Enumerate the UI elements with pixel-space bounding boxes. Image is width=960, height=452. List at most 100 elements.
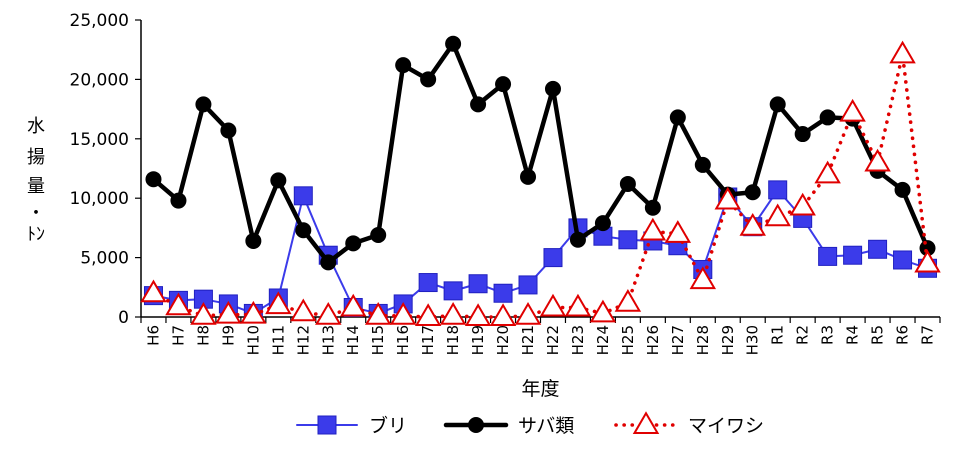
- data-point: [339, 293, 367, 317]
- x-tick-label: H18: [444, 325, 462, 355]
- data-point: [694, 156, 711, 173]
- data-point: [789, 192, 816, 216]
- x-tick-label: R6: [894, 325, 912, 345]
- y-tick-label: 0: [118, 308, 129, 328]
- data-point: [165, 292, 192, 316]
- data-point: [389, 302, 417, 325]
- data-point: [270, 172, 287, 189]
- x-tick-label: H25: [619, 325, 637, 355]
- data-point: [317, 415, 337, 435]
- x-tick-label: H24: [594, 325, 612, 355]
- data-point: [814, 160, 841, 184]
- x-tick-label: H10: [244, 325, 262, 355]
- y-axis-label-char: ・: [27, 203, 45, 224]
- x-tick-label: R2: [794, 325, 812, 345]
- x-tick-label: R1: [769, 325, 787, 345]
- data-point: [569, 231, 586, 248]
- y-axis-ticks: 0 5,000 10,000 15,000 20,000 25,000: [70, 11, 141, 328]
- data-point: [868, 239, 888, 259]
- data-point: [443, 281, 463, 301]
- data-point: [594, 215, 611, 232]
- data-point: [839, 98, 866, 122]
- x-tick-label: H22: [544, 325, 562, 355]
- x-tick-label: H30: [744, 325, 762, 355]
- x-tick-label: H11: [269, 325, 287, 355]
- data-point: [544, 80, 561, 97]
- y-axis-label-char: 揚: [27, 147, 45, 168]
- data-point: [589, 299, 617, 323]
- legend-item-1: ブリ: [296, 414, 407, 437]
- y-tick-label: 5,000: [80, 249, 129, 269]
- series-2: [145, 35, 936, 271]
- data-point: [664, 220, 692, 243]
- data-point: [464, 303, 492, 326]
- y-axis-label-char: 量: [27, 176, 45, 197]
- x-axis-label: 年度: [521, 378, 559, 400]
- data-point: [320, 254, 337, 271]
- y-axis-label-char: ﾄﾝ: [27, 224, 45, 245]
- data-point: [364, 302, 392, 325]
- y-tick-label: 20,000: [70, 70, 129, 90]
- legend: ブリ サバ類 マイワシ: [296, 411, 764, 437]
- y-tick-label: 10,000: [70, 189, 129, 209]
- data-point: [632, 411, 660, 434]
- data-point: [819, 109, 836, 126]
- data-point: [145, 171, 162, 188]
- x-tick-label: H21: [519, 325, 537, 355]
- data-point: [843, 245, 863, 265]
- x-tick-label: H26: [644, 325, 662, 355]
- x-tick-label: H8: [194, 325, 212, 346]
- data-point: [395, 57, 412, 74]
- data-point: [468, 417, 484, 433]
- data-point: [564, 293, 592, 317]
- x-tick-label: R3: [819, 325, 837, 345]
- data-point: [240, 300, 267, 324]
- series-group: [140, 35, 941, 326]
- y-axis-label: 水揚量・ﾄﾝ: [27, 116, 45, 245]
- data-point: [864, 148, 891, 172]
- x-tick-label: H28: [694, 325, 712, 355]
- data-point: [345, 235, 362, 252]
- data-point: [639, 217, 667, 241]
- data-point: [439, 302, 467, 325]
- data-point: [414, 303, 442, 326]
- x-tick-label: H12: [294, 325, 312, 355]
- data-point: [470, 96, 487, 113]
- x-tick-label: H13: [319, 325, 337, 355]
- legend-item-3: マイワシ: [614, 411, 764, 437]
- data-point: [495, 76, 512, 93]
- legend-label: マイワシ: [688, 415, 764, 437]
- data-point: [293, 186, 313, 206]
- x-tick-label: H27: [669, 325, 687, 355]
- data-point: [794, 126, 811, 143]
- legend-label: ブリ: [369, 414, 407, 437]
- x-tick-label: R4: [844, 325, 862, 345]
- data-point: [520, 168, 537, 185]
- data-point: [420, 71, 437, 88]
- x-tick-label: R7: [919, 325, 937, 345]
- data-point: [220, 122, 237, 139]
- data-point: [919, 240, 936, 257]
- y-axis-label-char: 水: [27, 116, 45, 137]
- data-point: [768, 180, 788, 200]
- data-point: [614, 288, 642, 312]
- data-point: [893, 250, 913, 270]
- x-tick-label: H9: [219, 325, 237, 346]
- data-point: [190, 302, 217, 325]
- data-point: [265, 291, 292, 315]
- x-axis-ticks: H6 H7 H8 H9 H10 H11 H12 H13 H14 H15 H16 H17 H18 H19 H2…: [140, 317, 941, 355]
- legend-label: サバ類: [518, 415, 574, 437]
- data-point: [889, 40, 916, 64]
- data-point: [468, 274, 488, 294]
- legend-item-2: サバ類: [443, 415, 574, 437]
- x-tick-label: H20: [494, 325, 512, 355]
- data-point: [764, 203, 791, 227]
- data-point: [290, 298, 317, 322]
- y-tick-label: 15,000: [70, 130, 129, 150]
- data-point: [315, 302, 342, 325]
- data-point: [769, 96, 786, 113]
- data-point: [489, 303, 517, 326]
- data-point: [245, 232, 262, 249]
- data-point: [644, 199, 661, 216]
- y-tick-label: 25,000: [70, 11, 129, 31]
